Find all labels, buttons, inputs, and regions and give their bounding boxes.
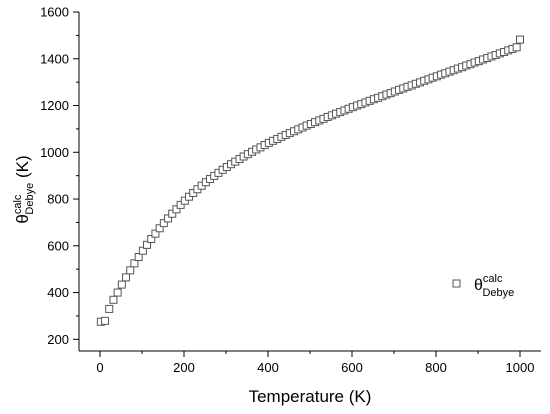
data-point <box>159 219 168 228</box>
y-tick-label: 800 <box>47 192 69 207</box>
y-axis-title: θcalcDebye (K) <box>12 155 36 223</box>
data-point <box>117 280 126 289</box>
data-point <box>122 273 131 282</box>
data-point <box>109 295 118 304</box>
y-tick-label: 1200 <box>40 98 69 113</box>
y-tick-label: 1400 <box>40 51 69 66</box>
y-axis-unit: (K) <box>13 155 32 182</box>
legend-marker-square <box>452 279 461 288</box>
x-tick-label: 0 <box>96 360 103 375</box>
x-axis-ticks: 0 200 400 600 800 1000 <box>96 351 534 375</box>
data-point <box>138 246 147 255</box>
data-point <box>164 214 173 223</box>
data-point <box>105 304 114 313</box>
y-axis-ticks: 200 400 600 800 1000 1200 1400 1600 <box>40 5 79 347</box>
data-point <box>134 253 143 262</box>
x-axis-title: Temperature (K) <box>249 387 372 406</box>
x-tick-label: 200 <box>173 360 195 375</box>
data-point <box>143 240 152 249</box>
data-point <box>512 43 521 52</box>
data-point <box>176 200 185 209</box>
y-tick-label: 600 <box>47 238 69 253</box>
legend: θcalc Debye <box>452 273 514 299</box>
data-point <box>155 224 164 233</box>
legend-subscript: Debye <box>482 287 514 299</box>
data-point <box>147 235 156 244</box>
legend-symbol: θ <box>474 277 483 294</box>
data-point <box>172 205 181 214</box>
legend-superscript: calc <box>483 273 503 285</box>
x-tick-label: 600 <box>341 360 363 375</box>
data-point <box>516 35 524 44</box>
data-point <box>168 209 177 218</box>
data-point <box>126 266 135 275</box>
y-axis-symbol: θ <box>13 214 32 223</box>
data-point <box>101 316 110 325</box>
legend-label: θcalc Debye <box>474 273 514 299</box>
y-axis-superscript: calc <box>12 194 24 214</box>
y-tick-label: 1600 <box>40 5 69 20</box>
data-point <box>130 259 139 268</box>
y-tick-label: 1000 <box>40 145 69 160</box>
data-point <box>113 288 122 297</box>
y-axis-subscript: Debye <box>24 183 36 215</box>
data-series-markers <box>96 35 524 326</box>
x-tick-label: 800 <box>425 360 447 375</box>
x-tick-label: 1000 <box>506 360 535 375</box>
data-point <box>151 229 160 238</box>
y-tick-label: 200 <box>47 332 69 347</box>
y-tick-label: 400 <box>47 285 69 300</box>
x-tick-label: 400 <box>257 360 279 375</box>
